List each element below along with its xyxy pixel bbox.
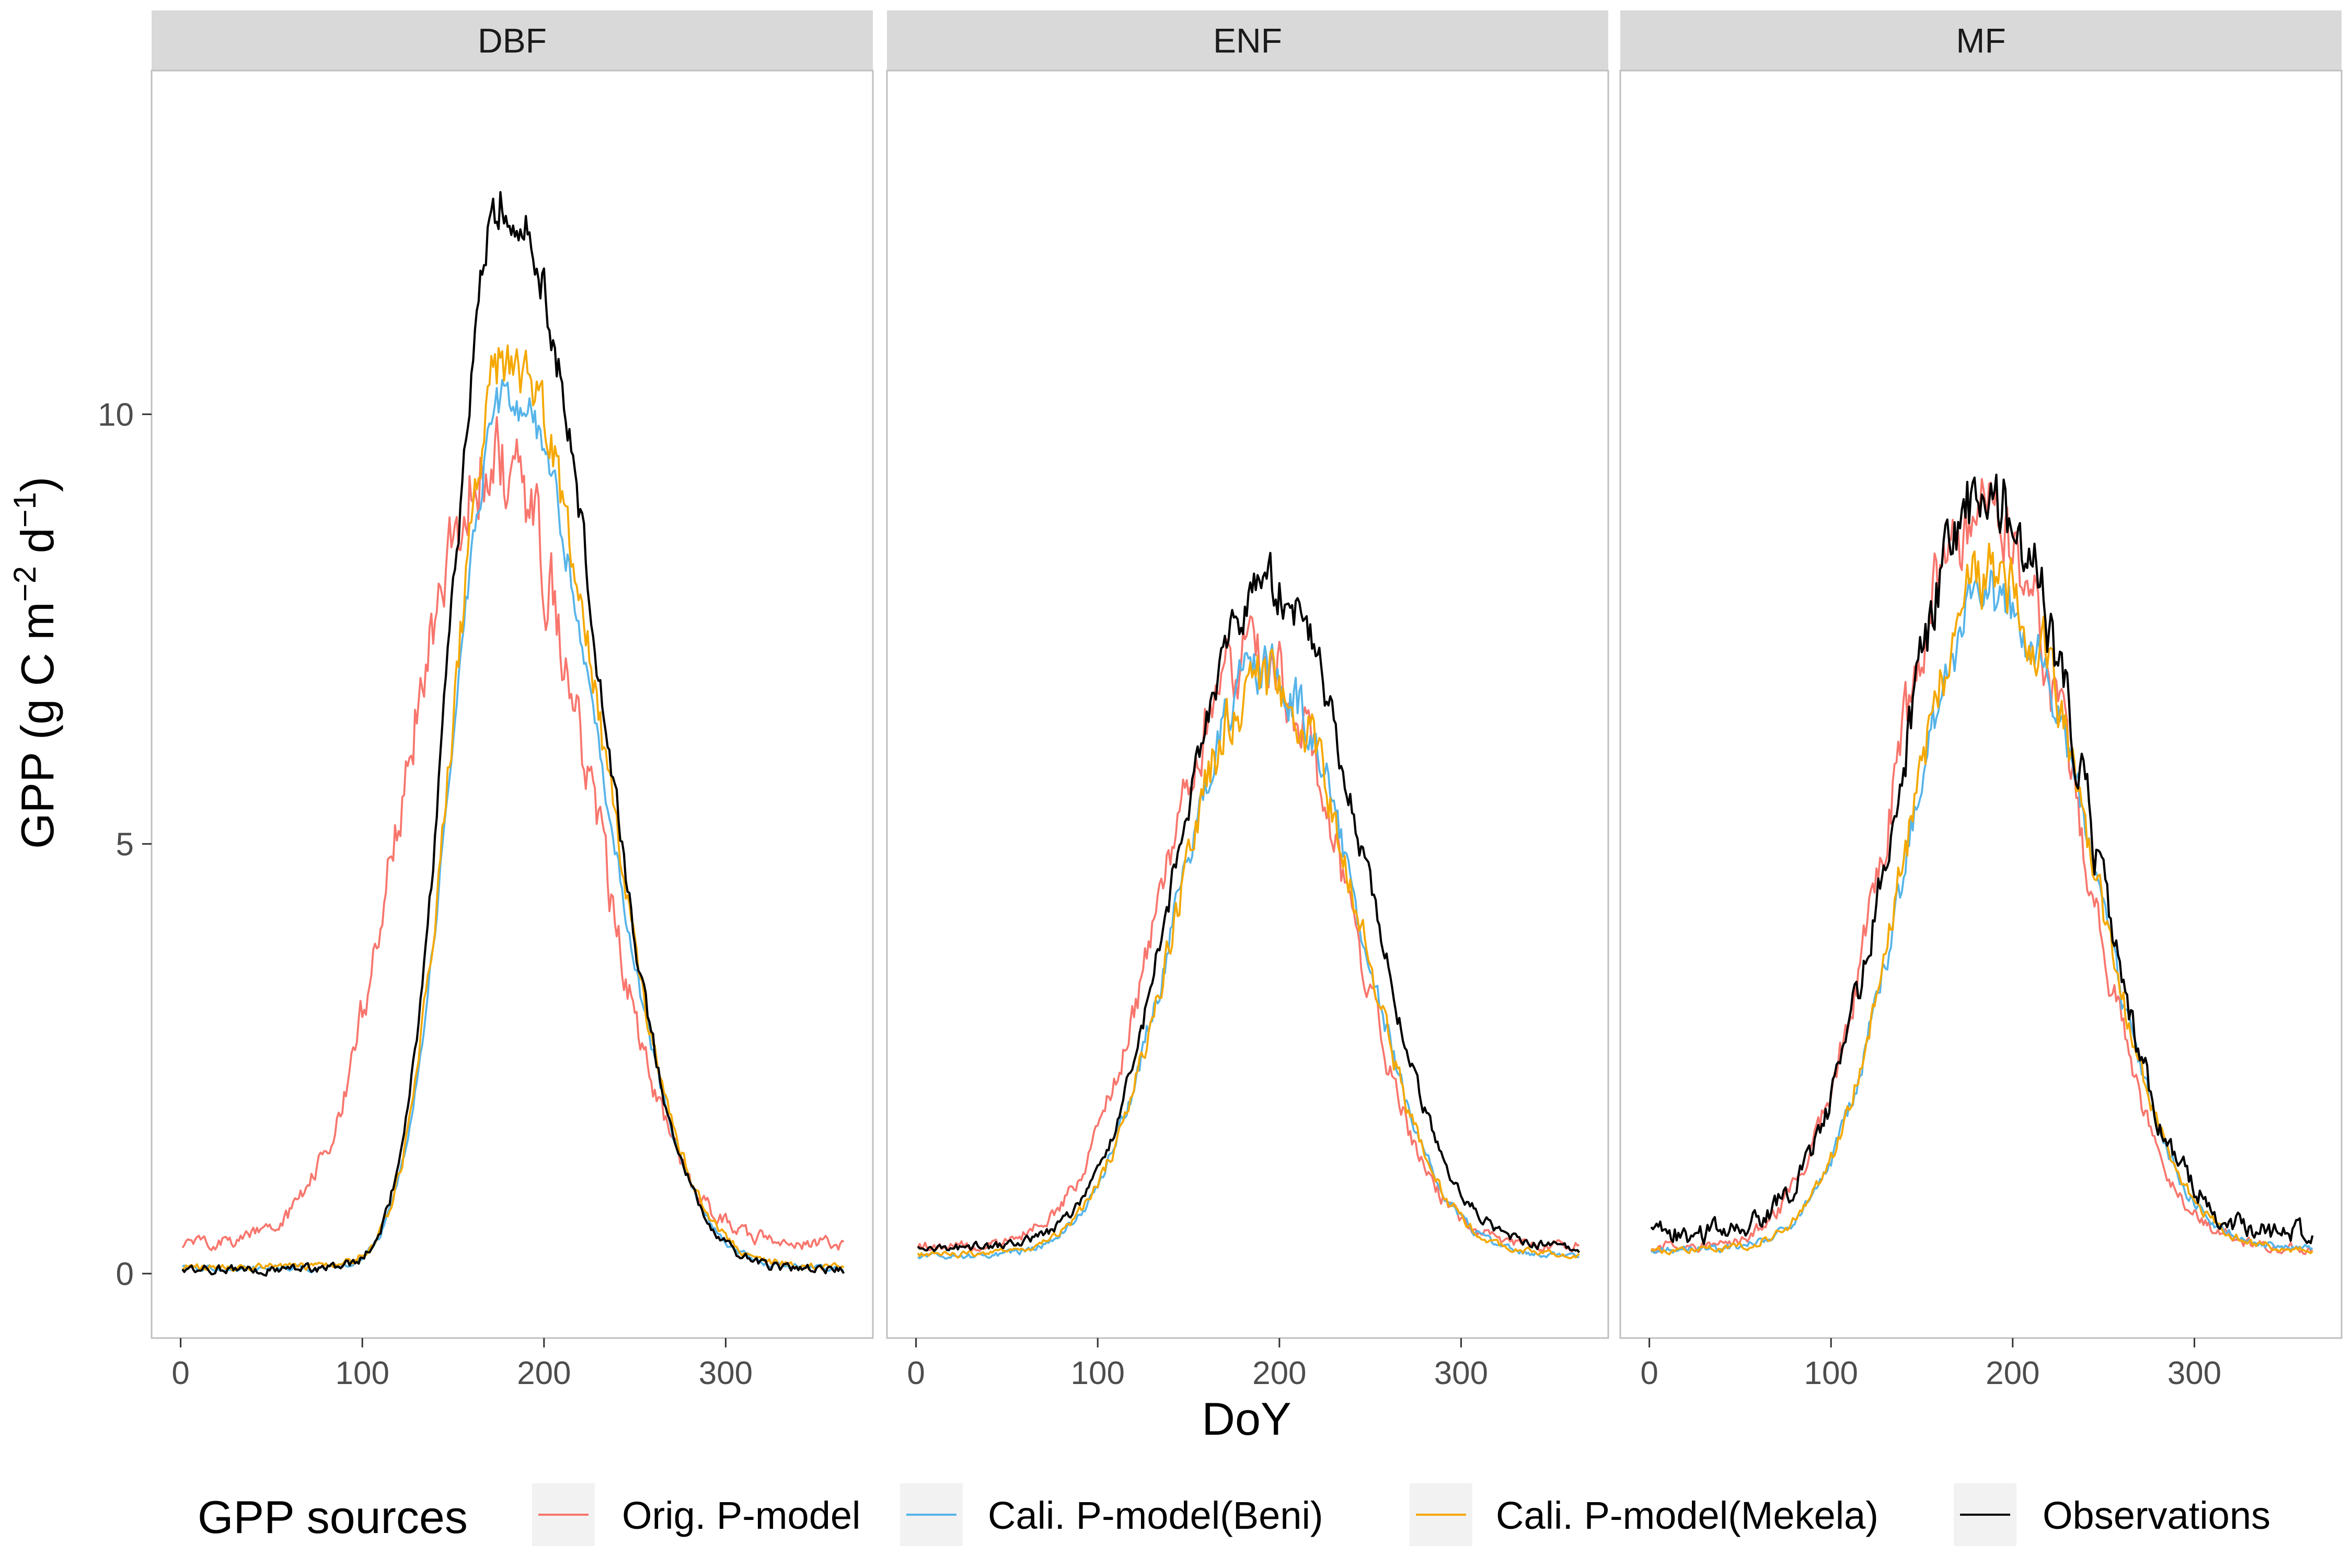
legend-label-cali-beni: Cali. P-model(Beni): [988, 1494, 1323, 1537]
x-tick-label: 200: [1252, 1355, 1306, 1391]
y-axis-title-main: GPP (g C m: [11, 602, 63, 849]
x-tick-label: 0: [1640, 1355, 1658, 1391]
legend-title: GPP sources: [198, 1491, 468, 1543]
legend-item-cali-mekela: Cali. P-model(Mekela): [1410, 1483, 1878, 1546]
legend-item-cali-beni: Cali. P-model(Beni): [900, 1483, 1323, 1546]
panel-background: [1619, 70, 2343, 1339]
y-axis-title-sup-d: −1: [7, 492, 42, 527]
x-tick-label: 0: [171, 1355, 189, 1391]
x-tick-label: 100: [1070, 1355, 1124, 1391]
facet-panel-mf: MF 0 100 200 300: [1619, 10, 2343, 1391]
x-tick-label: 300: [1434, 1355, 1488, 1391]
series-line-observations: [917, 551, 1581, 1253]
series-line-observations: [1650, 474, 2314, 1246]
legend-label-observations: Observations: [2043, 1494, 2270, 1537]
x-tick-label: 100: [1804, 1355, 1858, 1391]
legend-label-cali-mekela: Cali. P-model(Mekela): [1496, 1494, 1878, 1537]
series-line-orig-p-model: [1650, 478, 2313, 1255]
y-axis-title-sup-m: −2: [7, 566, 42, 602]
x-tick-label: 300: [2167, 1355, 2221, 1391]
facet-strip: [152, 10, 873, 71]
series-line-cali-p-model-mekela: [917, 648, 1580, 1260]
y-axis-title: GPP (g C m−2 d−1): [7, 477, 63, 849]
y-axis-title-end: ): [11, 477, 63, 492]
series-line-orig-p-model: [181, 416, 845, 1251]
y-tick-label: 0: [116, 1256, 134, 1293]
x-tick-label: 200: [517, 1355, 571, 1391]
series-line-cali-p-model-mekela: [1650, 543, 2313, 1255]
series-lines: [181, 191, 845, 1277]
x-tick-label: 0: [907, 1355, 925, 1391]
facet-strip-label: DBF: [478, 21, 547, 60]
x-tick-label: 100: [335, 1355, 389, 1391]
y-axis-title-mid: d: [11, 528, 63, 566]
x-tick-label: 200: [1986, 1355, 2039, 1391]
x-axis-title: DoY: [1202, 1393, 1291, 1445]
facet-strip-label: MF: [1956, 21, 2005, 60]
legend-item-observations: Observations: [1954, 1483, 2270, 1546]
series-lines: [1650, 474, 2314, 1255]
legend-label-orig-pmodel: Orig. P-model: [622, 1494, 860, 1537]
facet-strip: [1620, 10, 2342, 71]
x-tick-label: 300: [699, 1355, 753, 1391]
facet-panels: DBF 0 100 200 300 ENF 0 100 200 300 MF 0 100 200 300: [151, 10, 2343, 1391]
facet-panel-enf: ENF 0 100 200 300: [886, 10, 1609, 1391]
y-axis: 0 5 10: [98, 397, 152, 1293]
facet-panel-dbf: DBF 0 100 200 300: [151, 10, 874, 1391]
facet-strip: [887, 10, 1608, 71]
panel-background: [886, 70, 1609, 1339]
y-tick-label: 10: [98, 397, 134, 433]
y-tick-label: 5: [116, 827, 134, 863]
panel-background: [151, 70, 874, 1339]
series-line-observations: [181, 191, 845, 1277]
facet-strip-label: ENF: [1213, 21, 1282, 60]
legend: GPP sources Orig. P-model Cali. P-model(…: [198, 1483, 2270, 1546]
series-lines: [917, 551, 1581, 1260]
series-line-orig-p-model: [917, 615, 1580, 1253]
legend-item-orig-pmodel: Orig. P-model: [532, 1483, 860, 1546]
